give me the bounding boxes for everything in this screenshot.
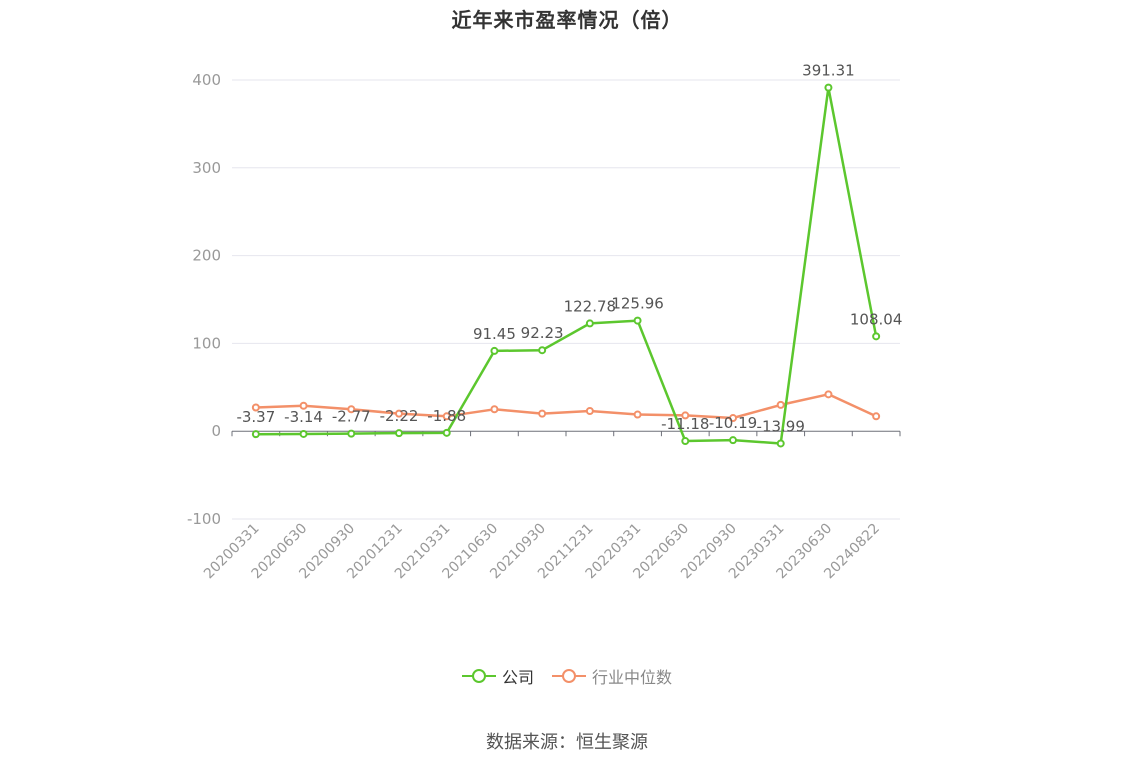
data-point[interactable]	[538, 346, 547, 355]
data-point[interactable]	[347, 429, 356, 438]
data-point[interactable]	[776, 439, 785, 448]
data-point[interactable]	[585, 407, 594, 416]
legend-item-company[interactable]: 公司	[461, 664, 534, 688]
data-label: 122.78	[564, 297, 617, 315]
legend-marker-industry-median	[552, 668, 586, 684]
y-tick-label: -100	[187, 510, 221, 528]
y-tick-label: 200	[192, 247, 221, 265]
data-point[interactable]	[251, 403, 260, 412]
data-point[interactable]	[872, 412, 881, 421]
data-point[interactable]	[633, 316, 642, 325]
data-point[interactable]	[442, 412, 451, 421]
legend-label-company: 公司	[501, 668, 534, 687]
series-layer	[251, 83, 881, 448]
data-point[interactable]	[729, 414, 737, 423]
data-label: -1.88	[427, 407, 466, 425]
data-point[interactable]	[395, 429, 403, 438]
data-point[interactable]	[347, 405, 356, 414]
data-point[interactable]	[681, 437, 690, 446]
data-point[interactable]	[872, 332, 881, 341]
data-labels: -3.37 -3.14 -2.77 -2.22 -1.88 91.45 92.23122.7…	[236, 62, 902, 436]
data-label: -3.37	[236, 408, 275, 426]
data-label: 91.45	[473, 325, 516, 343]
legend-marker-company	[461, 668, 496, 684]
data-label: -10.19	[709, 414, 757, 432]
y-tick-label: 100	[192, 334, 221, 352]
data-point[interactable]	[490, 405, 499, 414]
data-point[interactable]	[299, 401, 308, 410]
data-label: 125.96	[611, 295, 664, 313]
data-point[interactable]	[824, 390, 833, 399]
series-line-0	[255, 86, 878, 445]
data-point[interactable]	[299, 429, 308, 438]
data-point[interactable]	[633, 410, 642, 419]
y-tick-label: 300	[192, 159, 221, 177]
chart-title: 近年来市盈率情况（倍）	[451, 8, 683, 32]
legend-label-industry-median: 行业中位数	[592, 668, 673, 687]
data-point[interactable]	[824, 83, 833, 92]
data-label: -11.18	[661, 415, 709, 433]
data-point[interactable]	[490, 346, 499, 355]
data-label: 108.04	[850, 310, 903, 328]
data-point[interactable]	[729, 436, 737, 445]
legend-item-industry-median[interactable]: 行业中位数	[552, 664, 672, 688]
data-point[interactable]	[681, 411, 690, 420]
data-label: 391.31	[802, 62, 855, 80]
data-label: -3.14	[284, 408, 323, 426]
source-note: 数据来源：恒生聚源	[486, 732, 648, 753]
data-point[interactable]	[251, 430, 260, 439]
data-point[interactable]	[585, 319, 594, 328]
data-label: -2.22	[380, 407, 419, 425]
grid-lines	[232, 79, 900, 520]
data-point[interactable]	[538, 409, 547, 418]
data-label: -13.99	[757, 417, 805, 435]
data-label: 92.23	[521, 324, 564, 342]
y-tick-label: 0	[211, 422, 221, 440]
legend: 公司 行业中位数	[0, 664, 1134, 688]
data-label: -2.77	[332, 408, 371, 426]
data-point[interactable]	[442, 428, 451, 437]
data-point[interactable]	[395, 409, 403, 418]
y-tick-label: 400	[192, 71, 221, 89]
data-point[interactable]	[776, 400, 785, 409]
series-line-1	[255, 393, 877, 420]
